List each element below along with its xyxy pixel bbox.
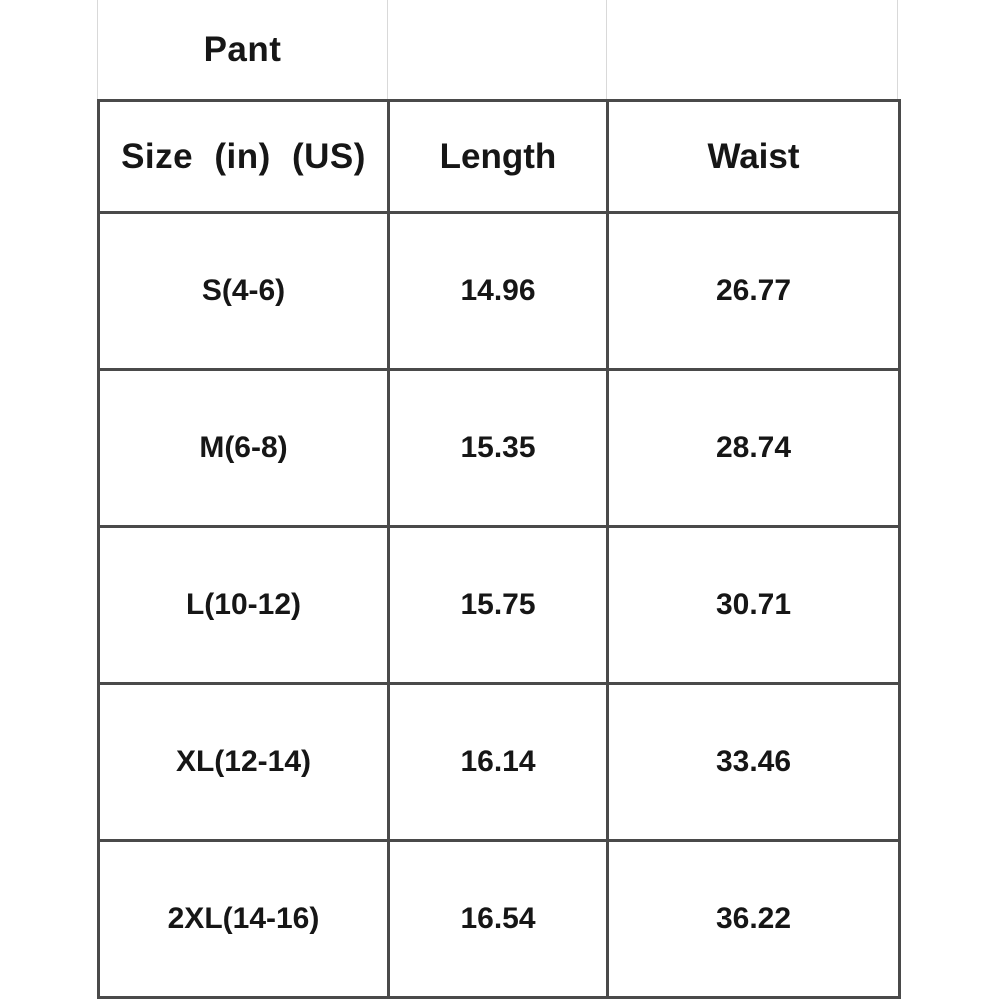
waist-cell: 30.71 bbox=[606, 525, 901, 685]
size-chart: Pant Size (in) (US) Length Waist S(4-6) bbox=[97, 0, 901, 999]
size-chart-table: Size (in) (US) Length Waist S(4-6) 14.96… bbox=[97, 99, 901, 999]
size-cell: XL(12-14) bbox=[97, 682, 390, 842]
column-header-size: Size (in) (US) bbox=[97, 99, 390, 214]
size-cell: S(4-6) bbox=[97, 211, 390, 371]
column-header-length: Length bbox=[387, 99, 609, 214]
length-cell: 16.14 bbox=[387, 682, 609, 842]
table-row: M(6-8) 15.35 28.74 bbox=[97, 368, 901, 528]
size-cell: L(10-12) bbox=[97, 525, 390, 685]
length-cell: 14.96 bbox=[387, 211, 609, 371]
table-row: XL(12-14) 16.14 33.46 bbox=[97, 682, 901, 842]
size-cell: M(6-8) bbox=[97, 368, 390, 528]
product-title: Pant bbox=[203, 29, 282, 69]
waist-cell: 26.77 bbox=[606, 211, 901, 371]
column-header-waist: Waist bbox=[606, 99, 901, 214]
waist-cell: 33.46 bbox=[606, 682, 901, 842]
table-row: S(4-6) 14.96 26.77 bbox=[97, 211, 901, 371]
column-header-row: Size (in) (US) Length Waist bbox=[97, 99, 901, 214]
product-header-row: Pant bbox=[97, 0, 898, 99]
waist-cell: 36.22 bbox=[606, 839, 901, 999]
product-title-cell: Pant bbox=[97, 0, 387, 99]
empty-header-cell bbox=[606, 0, 898, 99]
table-row: 2XL(14-16) 16.54 36.22 bbox=[97, 839, 901, 999]
length-cell: 15.35 bbox=[387, 368, 609, 528]
empty-header-cell bbox=[387, 0, 606, 99]
length-cell: 15.75 bbox=[387, 525, 609, 685]
waist-cell: 28.74 bbox=[606, 368, 901, 528]
size-cell: 2XL(14-16) bbox=[97, 839, 390, 999]
length-cell: 16.54 bbox=[387, 839, 609, 999]
table-row: L(10-12) 15.75 30.71 bbox=[97, 525, 901, 685]
